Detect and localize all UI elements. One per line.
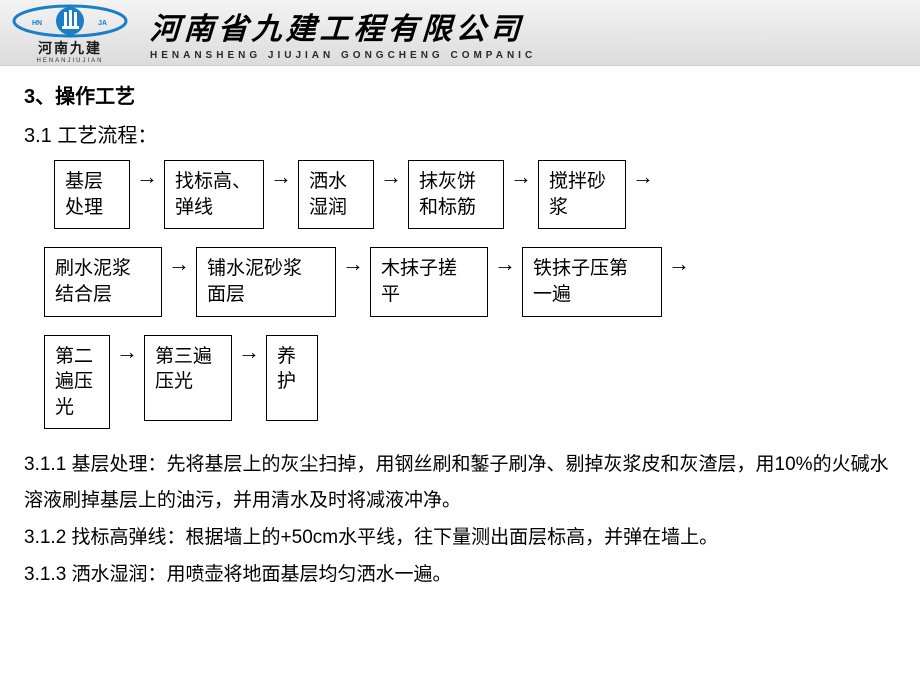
section-heading: 3、操作工艺 xyxy=(24,80,896,109)
logo-block: HN JA 河南九建 HENANJIUJIAN xyxy=(10,2,130,64)
content-area: 3、操作工艺 3.1 工艺流程： 基层处理→找标高、弹线→洒水湿润→抹灰饼和标筋… xyxy=(0,66,920,592)
flow-arrow-icon: → xyxy=(130,160,164,188)
paragraph-313: 3.1.3 洒水湿润：用喷壶将地面基层均匀洒水一遍。 xyxy=(24,557,896,592)
flow-row-2: 刷水泥浆结合层→铺水泥砂浆面层→木抹子搓平→铁抹子压第一遍→ xyxy=(44,247,896,316)
logo-pinyin: HENANJIUJIAN xyxy=(36,58,103,64)
flow-arrow-icon: → xyxy=(374,160,408,188)
flow-arrow-icon: → xyxy=(264,160,298,188)
flow-step: 抹灰饼和标筋 xyxy=(408,160,504,229)
flow-row-3: 第二遍压光→第三遍压光→养护 xyxy=(44,335,896,430)
paragraphs: 3.1.1 基层处理：先将基层上的灰尘扫掉，用钢丝刷和錾子刷净、剔掉灰浆皮和灰渣… xyxy=(24,447,896,592)
flow-arrow-icon: → xyxy=(662,247,696,275)
flow-step: 第三遍压光 xyxy=(144,335,232,421)
flow-arrow-icon: → xyxy=(162,247,196,275)
page-header: HN JA 河南九建 HENANJIUJIAN 河南省九建工程有限公司 HENA… xyxy=(0,0,920,66)
logo-text: 河南九建 xyxy=(38,38,102,58)
flow-arrow-icon: → xyxy=(488,247,522,275)
flow-arrow-icon: → xyxy=(110,335,144,363)
svg-text:HN: HN xyxy=(32,20,42,27)
flow-step: 洒水湿润 xyxy=(298,160,374,229)
flowchart: 基层处理→找标高、弹线→洒水湿润→抹灰饼和标筋→搅拌砂浆→ 刷水泥浆结合层→铺水… xyxy=(24,160,896,429)
flow-step: 找标高、弹线 xyxy=(164,160,264,229)
company-pinyin: HENANSHENG JIUJIAN GONGCHENG COMPANIC xyxy=(150,50,536,61)
logo-icon: HN JA xyxy=(10,2,130,40)
flow-step: 铁抹子压第一遍 xyxy=(522,247,662,316)
flow-step: 第二遍压光 xyxy=(44,335,110,430)
flow-step: 刷水泥浆结合层 xyxy=(44,247,162,316)
flow-step: 搅拌砂浆 xyxy=(538,160,626,229)
paragraph-311: 3.1.1 基层处理：先将基层上的灰尘扫掉，用钢丝刷和錾子刷净、剔掉灰浆皮和灰渣… xyxy=(24,447,896,517)
flow-arrow-icon: → xyxy=(504,160,538,188)
section-subheading: 3.1 工艺流程： xyxy=(24,119,896,148)
company-block: 河南省九建工程有限公司 HENANSHENG JIUJIAN GONGCHENG… xyxy=(150,4,536,61)
company-title: 河南省九建工程有限公司 xyxy=(149,4,537,48)
flow-row-1: 基层处理→找标高、弹线→洒水湿润→抹灰饼和标筋→搅拌砂浆→ xyxy=(54,160,896,229)
flow-step: 养护 xyxy=(266,335,318,421)
flow-step: 铺水泥砂浆面层 xyxy=(196,247,336,316)
svg-text:JA: JA xyxy=(98,20,107,27)
flow-arrow-icon: → xyxy=(232,335,266,363)
flow-step: 木抹子搓平 xyxy=(370,247,488,316)
flow-arrow-icon: → xyxy=(626,160,660,188)
flow-step: 基层处理 xyxy=(54,160,130,229)
flow-arrow-icon: → xyxy=(336,247,370,275)
paragraph-312: 3.1.2 找标高弹线：根据墙上的+50cm水平线，往下量测出面层标高，并弹在墙… xyxy=(24,520,896,555)
